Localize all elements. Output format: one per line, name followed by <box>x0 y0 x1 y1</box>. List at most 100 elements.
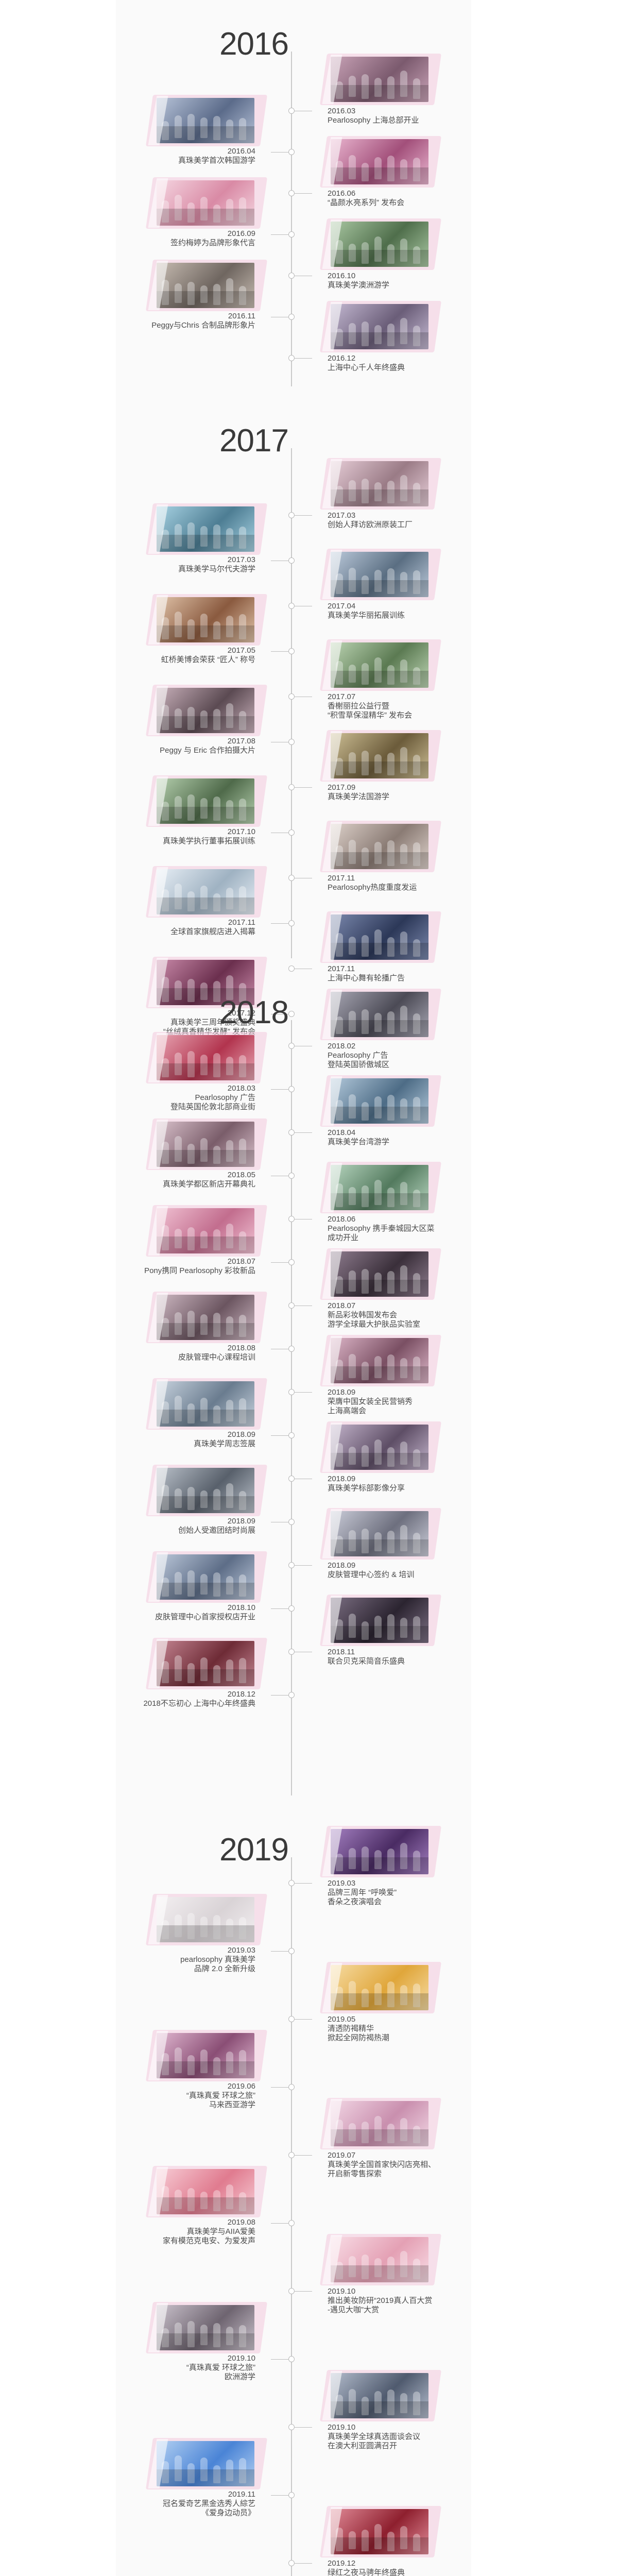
event-photo <box>145 866 268 918</box>
event-description: 创始人受邀团结时尚展 <box>178 1526 255 1535</box>
connector-line <box>271 1951 288 1952</box>
photo-figure <box>349 2389 356 2413</box>
photo-figure <box>213 2190 220 2211</box>
stage-photo <box>331 2509 428 2554</box>
photo-figure <box>200 2049 208 2073</box>
photo-figure <box>387 76 394 99</box>
connector-line <box>295 2155 312 2156</box>
event-date: 2016.10 <box>328 272 356 280</box>
timeline-dot <box>288 1649 295 1655</box>
connector-line <box>271 1089 288 1090</box>
photo-figure <box>413 2259 420 2279</box>
timeline-spine <box>291 448 292 958</box>
event-date: 2018.09 <box>227 1430 255 1439</box>
photo-figure <box>239 1574 246 1597</box>
photo-figure <box>226 1224 233 1248</box>
event-photo <box>319 2098 442 2149</box>
outdoor-photo <box>331 642 428 688</box>
photo-figure <box>387 1849 394 1871</box>
photo-figure <box>213 1405 220 1423</box>
event-description: 登陆英国伦敦北部商业街 <box>170 1103 255 1111</box>
event-description: 皮肤管理中心签约 & 培训 <box>328 1570 415 1579</box>
photo-figure <box>387 481 394 503</box>
photo-figure <box>362 242 369 264</box>
photo-figure <box>239 1398 246 1423</box>
event-date: 2018.10 <box>227 1603 255 1612</box>
event-photo <box>145 957 268 1008</box>
event-caption: 2019.06 “真珠真爱 环球之旅” 马来西亚游学 <box>132 2082 255 2110</box>
photo-figure <box>213 1665 220 1683</box>
timeline-dot <box>288 739 295 745</box>
event-date: 2017.10 <box>227 827 255 836</box>
photo-figure <box>387 156 394 181</box>
event-caption: 2018.04 真珠美学台湾游学 <box>328 1128 451 1147</box>
poster-photo <box>157 2169 254 2214</box>
event-photo <box>145 2302 268 2353</box>
connector-line <box>295 787 312 788</box>
photo-figure <box>213 1229 220 1250</box>
photo-figure <box>387 665 394 685</box>
event-photo <box>319 989 442 1040</box>
event-description: 品牌 2.0 全新升级 <box>194 1964 255 1973</box>
event-date: 2019.08 <box>227 2218 255 2227</box>
event-description: Pearlosophy 广告 <box>328 1051 388 1060</box>
event-caption: 2018.09 真珠美学周志签展 <box>132 1430 255 1449</box>
event-date: 2018.02 <box>328 1042 356 1050</box>
photo-figure <box>400 1358 407 1378</box>
event-caption: 2016.10 真珠美学澳洲游学 <box>328 272 451 290</box>
event-caption: 2018.12 2018不忘初心 上海中心年终盛典 <box>132 1690 255 1708</box>
photo-figure <box>239 197 246 223</box>
timeline-spine <box>291 52 292 386</box>
photo-figure <box>213 284 220 305</box>
photo-figure <box>175 115 182 138</box>
photo-figure <box>213 524 220 549</box>
event-description: 香朵之夜演唱会 <box>328 1897 382 1906</box>
photo-figure <box>400 1985 407 2005</box>
photo-figure <box>413 326 420 346</box>
photo-figure <box>213 205 220 223</box>
photo-figure <box>362 2255 369 2279</box>
event-date: 2018.07 <box>227 1257 255 1266</box>
event-photo <box>319 730 442 782</box>
event-photo <box>145 1638 268 1689</box>
group-photo <box>157 1554 254 1600</box>
connector-line <box>295 2291 312 2292</box>
timeline-dot <box>288 1173 295 1179</box>
timeline-dot <box>288 1562 295 1568</box>
event-photo <box>319 1248 442 1300</box>
photo-figure <box>362 1269 369 1294</box>
event-description: “晶颜水亮系列” 发布会 <box>328 198 405 207</box>
photo-figure <box>349 665 356 683</box>
photo-figure <box>175 2047 182 2073</box>
event-photo <box>145 503 268 555</box>
photo-figure <box>349 752 356 773</box>
timeline-dot <box>288 1432 295 1438</box>
photo-figure <box>413 939 420 957</box>
photo-figure <box>175 2190 182 2209</box>
event-photo <box>145 2030 268 2081</box>
group-photo <box>331 1511 428 1556</box>
event-photo <box>145 1894 268 1945</box>
photo-figure <box>400 71 407 97</box>
event-date: 2017.11 <box>328 874 355 883</box>
event-caption: 2018.07 新品彩妆韩国发布会 游学全球最大护肤品实验室 <box>328 1301 451 1329</box>
photo-figure <box>349 2256 356 2277</box>
event-caption: 2018.02 Pearlosophy 广告 登陆英国骄傲城区 <box>328 1042 451 1070</box>
photo-figure <box>387 1531 394 1553</box>
event-description: 《爱身边动员》 <box>201 2509 255 2517</box>
event-date: 2017.03 <box>227 555 255 564</box>
event-description: 马来西亚游学 <box>209 2100 255 2109</box>
year-heading: 2018 <box>219 995 289 1030</box>
event-caption: 2017.09 真珠美学法国游学 <box>328 783 451 802</box>
event-caption: 2018.09 皮肤管理中心签约 & 培训 <box>328 1561 451 1580</box>
product-photo <box>331 1965 428 2010</box>
event-description: 真珠美学全国首家快闪店亮相、 <box>328 2160 436 2169</box>
event-caption: 2018.09 创始人受邀团结时尚展 <box>132 1517 255 1535</box>
photo-figure <box>349 76 356 97</box>
event-photo <box>319 1075 442 1127</box>
photo-figure <box>239 614 246 639</box>
event-photo <box>145 1378 268 1430</box>
photo-figure <box>175 1572 182 1595</box>
photo-figure <box>239 1658 246 1683</box>
timeline-dot <box>288 1216 295 1222</box>
